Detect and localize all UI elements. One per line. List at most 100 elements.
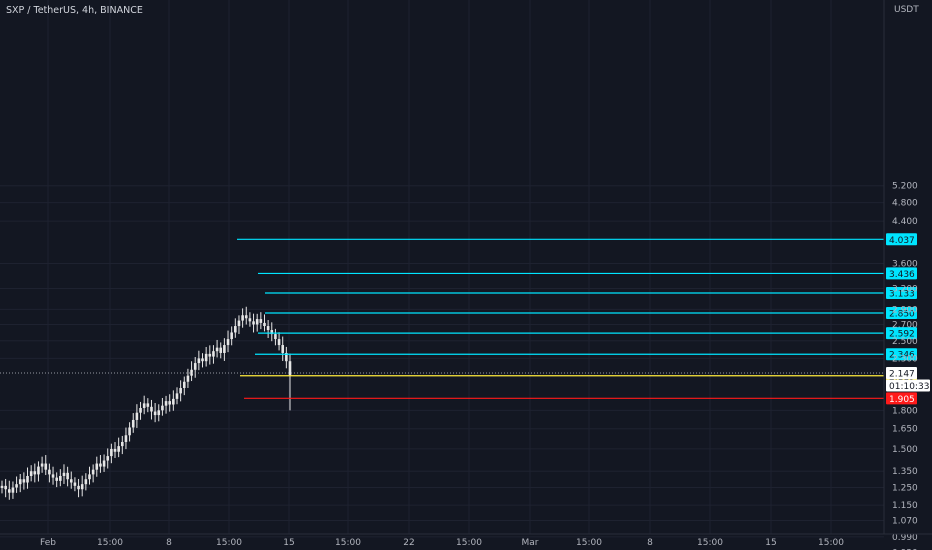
x-tick-label: 15 <box>283 538 294 548</box>
candle-body <box>223 345 226 353</box>
candle-body <box>62 472 66 476</box>
candle-body <box>106 456 110 461</box>
candle-body <box>15 484 18 488</box>
candle-body <box>18 479 22 485</box>
candle-body <box>73 482 77 486</box>
candle-body <box>59 475 62 481</box>
y-tick-label: 2.700 <box>892 320 918 330</box>
candle-body <box>274 334 277 340</box>
candle-body <box>168 401 171 405</box>
y-tick-label: 3.600 <box>892 260 918 270</box>
x-tick-label: Feb <box>40 538 56 548</box>
y-tick-label: 1.500 <box>892 445 918 455</box>
candle-body <box>263 322 266 327</box>
candle-body <box>7 489 11 493</box>
candle-body <box>26 475 29 483</box>
candle-body <box>124 435 128 442</box>
candle-body <box>252 321 255 325</box>
candle-body <box>48 469 51 475</box>
y-tick-label: 1.350 <box>892 467 918 477</box>
y-tick-label: 2.300 <box>892 354 918 364</box>
last-price-tag <box>886 366 917 379</box>
candle-body <box>146 403 150 407</box>
level-tag-label: 2.346 <box>889 351 915 361</box>
level-tag-label: 4.037 <box>889 236 915 246</box>
x-tick-label: 15:00 <box>456 538 482 548</box>
level-tag-label: 2.850 <box>889 310 915 320</box>
candle-body <box>161 405 164 411</box>
candle-body <box>22 479 26 483</box>
candle-body <box>66 472 69 480</box>
level-tag-label: 3.133 <box>889 289 915 299</box>
countdown-label: 01:10:33 <box>889 382 929 392</box>
y-axis-unit: USDT <box>894 5 919 15</box>
countdown-tag <box>886 379 930 392</box>
candle-body <box>244 315 248 319</box>
candle-body <box>51 474 55 478</box>
y-tick-label: 2.900 <box>892 305 918 315</box>
candle-body <box>241 315 244 321</box>
level-tag-4.037 <box>886 233 917 246</box>
candle-body <box>37 466 40 475</box>
candle-body <box>281 345 285 353</box>
candle-body <box>40 463 44 467</box>
candle-body <box>33 471 37 475</box>
y-tick-label: 1.650 <box>892 425 918 435</box>
x-tick-label: 22 <box>403 538 414 548</box>
candle-body <box>172 398 175 405</box>
x-tick-label: 8 <box>166 538 172 548</box>
candle-body <box>88 474 91 480</box>
candle-body <box>212 351 215 357</box>
candle-body <box>288 361 292 376</box>
candle-body <box>190 369 193 376</box>
y-tick-label: 4.800 <box>892 199 918 209</box>
x-tick-label: 15:00 <box>97 538 123 548</box>
candle-body <box>234 326 237 333</box>
candle-body <box>230 332 233 340</box>
x-tick-label: Mar <box>522 538 539 548</box>
y-tick-label: 1.250 <box>892 484 918 494</box>
candle-body <box>69 479 73 483</box>
candle-body <box>164 401 168 406</box>
x-tick-label: 15:00 <box>335 538 361 548</box>
level-tag-2.850 <box>886 307 917 320</box>
candle-body <box>0 485 4 488</box>
candle-body <box>131 419 135 428</box>
candle-body <box>113 448 117 452</box>
candle-body <box>77 485 80 490</box>
candle-body <box>29 471 33 476</box>
candle-body <box>110 448 113 457</box>
candle-body <box>197 358 201 364</box>
candle-body <box>153 411 157 416</box>
level-tag-label: 2.592 <box>889 330 915 340</box>
candle-body <box>226 339 230 346</box>
candle-body <box>186 375 190 382</box>
candle-body <box>84 479 88 485</box>
candle-body <box>237 320 241 327</box>
candle-body <box>55 477 58 481</box>
candle-body <box>215 347 219 352</box>
level-tag-label: 3.436 <box>889 270 915 280</box>
candle-body <box>80 484 84 490</box>
y-tick-label: 5.200 <box>892 182 918 192</box>
candle-body <box>179 388 182 394</box>
level-tag-2.346 <box>886 348 917 361</box>
candle-body <box>121 441 124 447</box>
candle-body <box>259 319 263 323</box>
chart-title: SXP / TetherUS, 4h, BINANCE <box>6 5 143 16</box>
y-tick-label: 1.150 <box>892 501 918 511</box>
x-tick-label: 15 <box>765 538 776 548</box>
candle-body <box>135 412 139 420</box>
candle-body <box>182 381 186 389</box>
candle-body <box>150 406 153 412</box>
candle-body <box>95 463 99 470</box>
candle-body <box>270 330 274 335</box>
y-tick-label: 2.500 <box>892 337 918 347</box>
candle-body <box>201 358 204 362</box>
x-tick-label: 15:00 <box>576 538 602 548</box>
candle-body <box>277 339 281 346</box>
candle-body <box>99 463 102 467</box>
candle-body <box>139 407 142 413</box>
candle-body <box>11 487 15 493</box>
